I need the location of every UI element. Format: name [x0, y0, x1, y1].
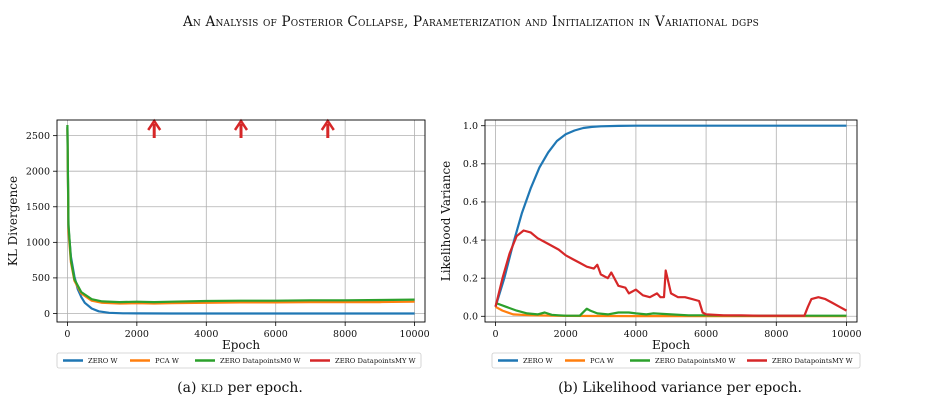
x-tick-label: 2000 [125, 329, 149, 340]
plot-frame [484, 119, 858, 323]
arrow-marker-icon [320, 118, 335, 138]
y-axis-label: KL Divergence [6, 176, 20, 266]
y-tick-label: 2000 [26, 167, 50, 178]
legend-label-0: ZERO W [88, 357, 118, 365]
legend-label-2: ZERO DatapointsM0 W [220, 357, 300, 365]
arrow-marker-icon [147, 118, 162, 138]
legend-label-1: PCA W [155, 357, 179, 365]
caption-b-text: Likelihood variance per epoch. [582, 380, 802, 396]
x-tick-label: 0 [64, 329, 70, 340]
caption-a-acronym: kld [200, 380, 224, 396]
x-tick-label: 4000 [624, 329, 648, 340]
x-tick-label: 4000 [194, 329, 218, 340]
series-line-0 [494, 124, 847, 308]
y-tick-label: 0.2 [463, 273, 478, 284]
caption-b: (b) Likelihood variance per epoch. [520, 380, 840, 396]
x-tick-label: 6000 [694, 329, 718, 340]
caption-a-text: per epoch. [227, 380, 303, 396]
caption-a-label: (a) [177, 380, 197, 396]
y-tick-label: 0.4 [463, 235, 478, 246]
x-axis-label: Epoch [652, 338, 690, 352]
y-tick-label: 0.8 [463, 159, 478, 170]
arrow-marker-icon [233, 118, 249, 138]
legend-label-1: PCA W [590, 357, 614, 365]
x-tick-label: 10000 [399, 329, 429, 340]
legend: ZERO W PCA W ZERO DatapointsM0 W ZERO Datap… [56, 352, 422, 369]
legend-box [491, 352, 861, 369]
legend-label-0: ZERO W [523, 357, 553, 365]
y-tick-label: 2500 [26, 131, 50, 142]
series-line-3 [494, 229, 848, 317]
x-axis-label: Epoch [222, 338, 260, 352]
x-tick-label: 8000 [333, 329, 357, 340]
series-line-0 [66, 127, 415, 315]
legend-box [56, 352, 422, 369]
x-tick-label: 6000 [264, 329, 288, 340]
legend-label-2: ZERO DatapointsM0 W [655, 357, 735, 365]
y-tick-label: 500 [32, 273, 50, 284]
plot-frame [56, 119, 426, 323]
caption-a: (a) kld per epoch. [110, 380, 370, 396]
kld-chart: 0 2000 4000 6000 8000 10000 0 500 1000 1500 2000 25… [6, 118, 430, 369]
series-line-2 [495, 301, 847, 317]
x-tick-label: 10000 [831, 329, 861, 340]
page-header: An Analysis of Posterior Collapse, Param… [182, 14, 759, 30]
series-line-1 [66, 128, 415, 305]
legend-label-3: ZERO DatapointsMY W [772, 357, 853, 365]
y-tick-label: 0.6 [463, 197, 478, 208]
y-tick-label: 1000 [26, 238, 50, 249]
likelihood-variance-chart: 0 2000 4000 6000 8000 10000 0.0 0.2 0.4 0.6 0.8 1.0… [440, 119, 862, 369]
caption-b-label: (b) [558, 380, 578, 396]
series-line-2 [66, 124, 415, 304]
y-tick-label: 1500 [26, 202, 50, 213]
y-tick-label: 0 [44, 309, 50, 320]
legend-label-3: ZERO DatapointsMY W [335, 357, 416, 365]
x-tick-label: 8000 [764, 329, 788, 340]
y-tick-label: 1.0 [463, 121, 478, 132]
y-tick-label: 0.0 [463, 312, 478, 323]
x-tick-label: 0 [493, 329, 499, 340]
legend: ZERO W PCA W ZERO DatapointsM0 W ZERO Datap… [491, 352, 861, 369]
y-axis-label: Likelihood Variance [440, 161, 453, 282]
x-tick-label: 2000 [554, 329, 578, 340]
